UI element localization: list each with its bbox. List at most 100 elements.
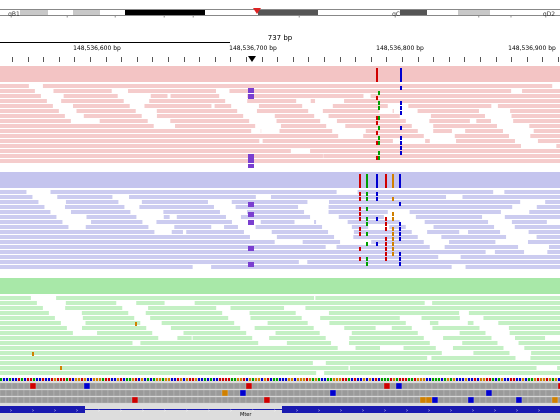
- mismatch-base[interactable]: [359, 227, 361, 231]
- coverage-track[interactable]: [0, 278, 560, 294]
- aligned-read[interactable]: [0, 351, 329, 355]
- aligned-read[interactable]: [0, 89, 217, 93]
- aligned-read[interactable]: [0, 326, 183, 330]
- aligned-read[interactable]: [556, 144, 560, 148]
- aligned-read[interactable]: [211, 265, 452, 269]
- ideogram-band[interactable]: [100, 9, 125, 16]
- gene-feature[interactable]: [282, 406, 560, 413]
- mismatch-base[interactable]: [400, 146, 402, 150]
- aligned-read[interactable]: [0, 139, 260, 143]
- insertion-marker[interactable]: [248, 212, 254, 217]
- ideogram-band[interactable]: [258, 9, 318, 16]
- mismatch-base[interactable]: [359, 247, 361, 251]
- aligned-read[interactable]: [324, 371, 560, 375]
- aligned-read[interactable]: [0, 235, 263, 239]
- coverage-mismatch[interactable]: [376, 68, 378, 82]
- aligned-read[interactable]: [432, 301, 560, 305]
- aligned-read[interactable]: [0, 124, 359, 128]
- aligned-read[interactable]: [0, 356, 220, 360]
- mismatch-base[interactable]: [376, 116, 378, 120]
- aligned-read[interactable]: [140, 341, 332, 345]
- aligned-read[interactable]: [431, 356, 560, 360]
- aligned-read[interactable]: [522, 89, 560, 93]
- aligned-read[interactable]: [531, 235, 560, 239]
- aligned-read[interactable]: [325, 361, 560, 365]
- aligned-read[interactable]: [0, 159, 247, 163]
- sequence-svg[interactable]: › › › › › › › › › › › › › › › › › › › › › › › › ›: [0, 378, 560, 420]
- ideogram-band[interactable]: [427, 9, 458, 16]
- mismatch-base[interactable]: [366, 207, 368, 211]
- mismatch-base[interactable]: [400, 106, 402, 110]
- coverage-mismatch[interactable]: [385, 174, 387, 188]
- coverage-mismatch[interactable]: [399, 174, 401, 188]
- mismatch-base[interactable]: [399, 257, 401, 261]
- mismatch-base[interactable]: [366, 257, 368, 261]
- aligned-read[interactable]: [0, 190, 337, 194]
- ruler[interactable]: 737 bp 148,536,600 bp 148,536,700 bp 148,5…: [0, 24, 560, 62]
- alignment-track-2[interactable]: [0, 170, 560, 274]
- mismatch-base[interactable]: [399, 252, 401, 256]
- mismatch-base[interactable]: [399, 237, 401, 241]
- aligned-read[interactable]: [204, 356, 428, 360]
- aligned-read[interactable]: [0, 371, 317, 375]
- mismatch-base[interactable]: [376, 217, 378, 221]
- aligned-read[interactable]: [389, 225, 560, 229]
- mismatch-base[interactable]: [400, 136, 402, 140]
- mismatch-base[interactable]: [392, 247, 394, 251]
- mismatch-base[interactable]: [385, 257, 387, 261]
- aligned-read[interactable]: [460, 255, 560, 259]
- aligned-read[interactable]: [536, 205, 560, 209]
- insertion-marker[interactable]: [248, 220, 254, 225]
- mismatch-base[interactable]: [399, 262, 401, 266]
- alignment-svg[interactable]: [0, 170, 560, 274]
- aligned-read[interactable]: [0, 114, 192, 118]
- aligned-read[interactable]: [0, 260, 299, 264]
- mismatch-base[interactable]: [392, 227, 394, 231]
- ideogram-band[interactable]: [125, 9, 205, 16]
- mismatch-base[interactable]: [135, 322, 137, 326]
- mismatch-base[interactable]: [366, 197, 368, 201]
- mismatch-base[interactable]: [392, 252, 394, 256]
- aligned-read[interactable]: [229, 89, 512, 93]
- mismatch-base[interactable]: [366, 262, 368, 266]
- aligned-read[interactable]: [0, 296, 315, 300]
- aligned-read[interactable]: [314, 220, 547, 224]
- mismatch-base[interactable]: [378, 106, 380, 110]
- aligned-read[interactable]: [0, 210, 372, 214]
- ideogram-band[interactable]: [20, 9, 48, 16]
- ideogram-band[interactable]: [400, 9, 427, 16]
- aligned-read[interactable]: [403, 346, 560, 350]
- aligned-read[interactable]: [344, 99, 560, 103]
- aligned-read[interactable]: [0, 200, 308, 204]
- aligned-read[interactable]: [0, 366, 349, 370]
- aligned-read[interactable]: [0, 336, 192, 340]
- aligned-read[interactable]: [0, 301, 165, 305]
- aligned-read[interactable]: [0, 99, 128, 103]
- ideogram-band[interactable]: [0, 9, 20, 16]
- aligned-read[interactable]: [391, 326, 560, 330]
- aligned-read[interactable]: [0, 240, 275, 244]
- mismatch-base[interactable]: [376, 131, 378, 135]
- aligned-read[interactable]: [329, 84, 553, 88]
- mismatch-base[interactable]: [378, 101, 380, 105]
- aligned-read[interactable]: [0, 144, 229, 148]
- aligned-read[interactable]: [217, 346, 380, 350]
- aligned-read[interactable]: [0, 129, 252, 133]
- ideogram-band[interactable]: [73, 9, 100, 16]
- mismatch-base[interactable]: [378, 91, 380, 95]
- ideogram-band[interactable]: [458, 9, 490, 16]
- mismatch-base[interactable]: [385, 217, 387, 221]
- mismatch-base[interactable]: [400, 151, 402, 155]
- insertion-marker[interactable]: [248, 164, 254, 168]
- aligned-read[interactable]: [0, 225, 212, 229]
- aligned-read[interactable]: [169, 119, 470, 123]
- aligned-read[interactable]: [224, 225, 369, 229]
- aligned-read[interactable]: [392, 109, 560, 113]
- mismatch-base[interactable]: [378, 156, 380, 160]
- aligned-read[interactable]: [123, 321, 439, 325]
- aligned-read[interactable]: [315, 296, 560, 300]
- mismatch-base[interactable]: [400, 111, 402, 115]
- aligned-read[interactable]: [307, 260, 560, 264]
- mismatch-base[interactable]: [376, 156, 378, 160]
- coverage-mismatch[interactable]: [376, 174, 378, 188]
